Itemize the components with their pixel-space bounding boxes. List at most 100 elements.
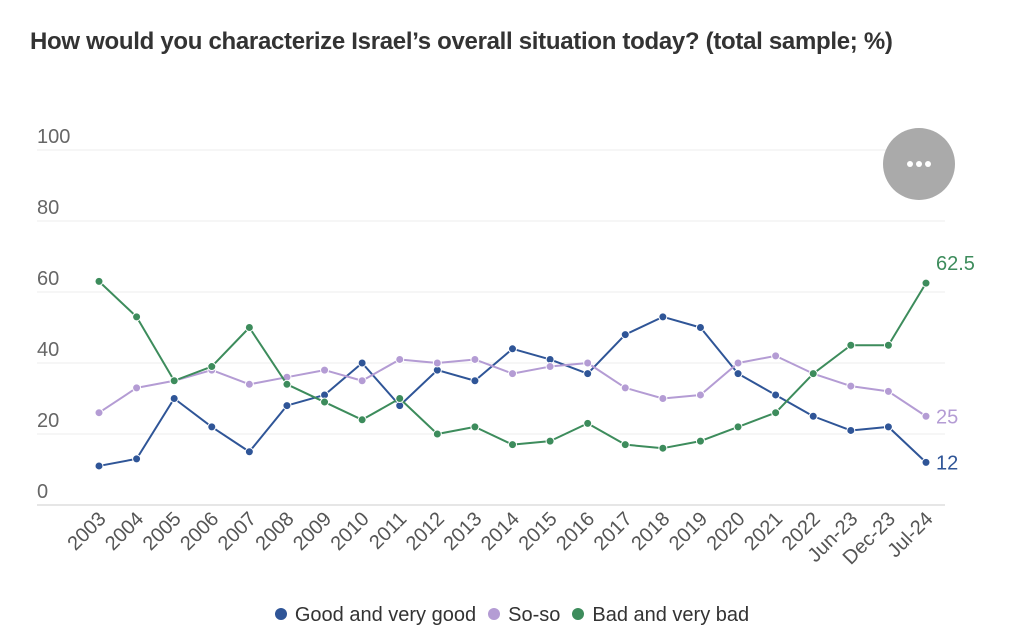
data-point[interactable] <box>620 440 630 450</box>
x-tick-label: 2007 <box>214 508 261 555</box>
data-point[interactable] <box>921 457 931 467</box>
data-point[interactable] <box>207 422 217 432</box>
x-tick-label: 2017 <box>590 508 637 555</box>
data-point[interactable] <box>846 425 856 435</box>
data-point[interactable] <box>132 383 142 393</box>
data-point[interactable] <box>282 379 292 389</box>
x-tick-label: 2004 <box>101 508 148 555</box>
data-point[interactable] <box>320 365 330 375</box>
data-point[interactable] <box>169 376 179 386</box>
data-point[interactable] <box>583 358 593 368</box>
series-layer: 12 25 62.5 <box>94 253 975 474</box>
data-point[interactable] <box>132 454 142 464</box>
y-tick-label: 60 <box>37 268 59 290</box>
x-tick-label: 2003 <box>64 508 111 555</box>
data-point[interactable] <box>583 418 593 428</box>
data-point[interactable] <box>846 381 856 391</box>
data-point[interactable] <box>545 436 555 446</box>
legend-label: So-so <box>508 604 561 626</box>
series-0: 12 <box>94 312 958 474</box>
series-line <box>98 280 927 450</box>
data-point[interactable] <box>695 436 705 446</box>
data-label: 12 <box>936 452 958 474</box>
data-point[interactable] <box>357 358 367 368</box>
chart-legend: Good and very good So-so Bad and very bad <box>0 604 1024 627</box>
x-tick-label: 2013 <box>439 508 486 555</box>
x-tick-label: 2012 <box>402 508 449 555</box>
x-tick-label: 2020 <box>703 508 750 555</box>
y-tick-label: 0 <box>37 481 48 503</box>
data-point[interactable] <box>244 323 254 332</box>
data-point[interactable] <box>470 376 480 386</box>
data-point[interactable] <box>771 390 781 400</box>
data-point[interactable] <box>658 443 668 453</box>
data-point[interactable] <box>695 323 705 332</box>
data-point[interactable] <box>94 461 104 471</box>
data-point[interactable] <box>508 344 517 354</box>
x-tick-label: 2014 <box>477 508 524 555</box>
x-tick-label: 2009 <box>289 508 336 555</box>
chart-menu-button[interactable] <box>883 128 955 200</box>
data-point[interactable] <box>169 394 179 403</box>
data-point[interactable] <box>282 401 292 411</box>
data-point[interactable] <box>883 340 893 350</box>
menu-dot-icon <box>907 161 913 167</box>
x-tick-label: 2008 <box>251 508 298 555</box>
data-point[interactable] <box>921 411 931 421</box>
legend-item[interactable]: Good and very good <box>274 604 477 627</box>
data-point[interactable] <box>658 312 668 322</box>
x-tick-label: 2021 <box>740 508 787 555</box>
data-point[interactable] <box>733 369 743 379</box>
chart-title: How would you characterize Israel’s over… <box>30 28 893 55</box>
data-point[interactable] <box>921 278 931 288</box>
data-point[interactable] <box>733 422 743 432</box>
data-point[interactable] <box>470 354 480 364</box>
data-point[interactable] <box>395 354 405 364</box>
x-tick-label: 2015 <box>515 508 562 555</box>
grid-lines <box>37 149 945 506</box>
x-tick-label: 2019 <box>665 508 712 555</box>
legend-label: Good and very good <box>294 604 477 626</box>
data-point[interactable] <box>808 369 818 379</box>
y-tick-label: 40 <box>37 339 59 361</box>
data-point[interactable] <box>432 429 442 439</box>
menu-dot-icon <box>925 161 931 167</box>
legend-item[interactable]: So-so <box>488 604 560 627</box>
data-point[interactable] <box>132 312 142 322</box>
data-point[interactable] <box>808 411 818 421</box>
data-point[interactable] <box>583 369 593 379</box>
data-point[interactable] <box>883 422 893 432</box>
data-point[interactable] <box>771 351 781 361</box>
series-2: 62.5 <box>94 253 975 453</box>
data-point[interactable] <box>357 415 367 425</box>
legend-item[interactable]: Bad and very bad <box>572 604 749 627</box>
data-point[interactable] <box>207 362 217 372</box>
data-point[interactable] <box>432 358 442 368</box>
x-tick-label: 2010 <box>327 508 374 555</box>
data-point[interactable] <box>94 408 104 418</box>
x-tick-label: 2005 <box>139 508 186 555</box>
data-point[interactable] <box>244 447 254 457</box>
data-point[interactable] <box>771 408 781 418</box>
y-tick-label: 100 <box>37 126 70 148</box>
data-point[interactable] <box>545 362 555 372</box>
data-point[interactable] <box>733 358 743 368</box>
data-point[interactable] <box>470 422 480 432</box>
data-point[interactable] <box>508 440 517 450</box>
x-axis-ticks: 2003200420052006200720082009201020112012… <box>64 508 938 569</box>
data-point[interactable] <box>508 369 517 379</box>
data-point[interactable] <box>620 383 630 393</box>
series-1: 25 <box>94 351 958 428</box>
line-chart: 0 20 40 60 80 100 200320042005200620072008200… <box>37 126 975 569</box>
data-point[interactable] <box>695 390 705 400</box>
data-point[interactable] <box>883 386 893 396</box>
data-point[interactable] <box>320 397 330 407</box>
data-point[interactable] <box>244 379 254 389</box>
y-tick-label: 80 <box>37 197 59 219</box>
data-point[interactable] <box>395 394 405 403</box>
data-point[interactable] <box>357 376 367 386</box>
data-point[interactable] <box>94 276 104 286</box>
data-point[interactable] <box>846 340 856 350</box>
data-point[interactable] <box>658 394 668 403</box>
data-point[interactable] <box>620 330 630 340</box>
